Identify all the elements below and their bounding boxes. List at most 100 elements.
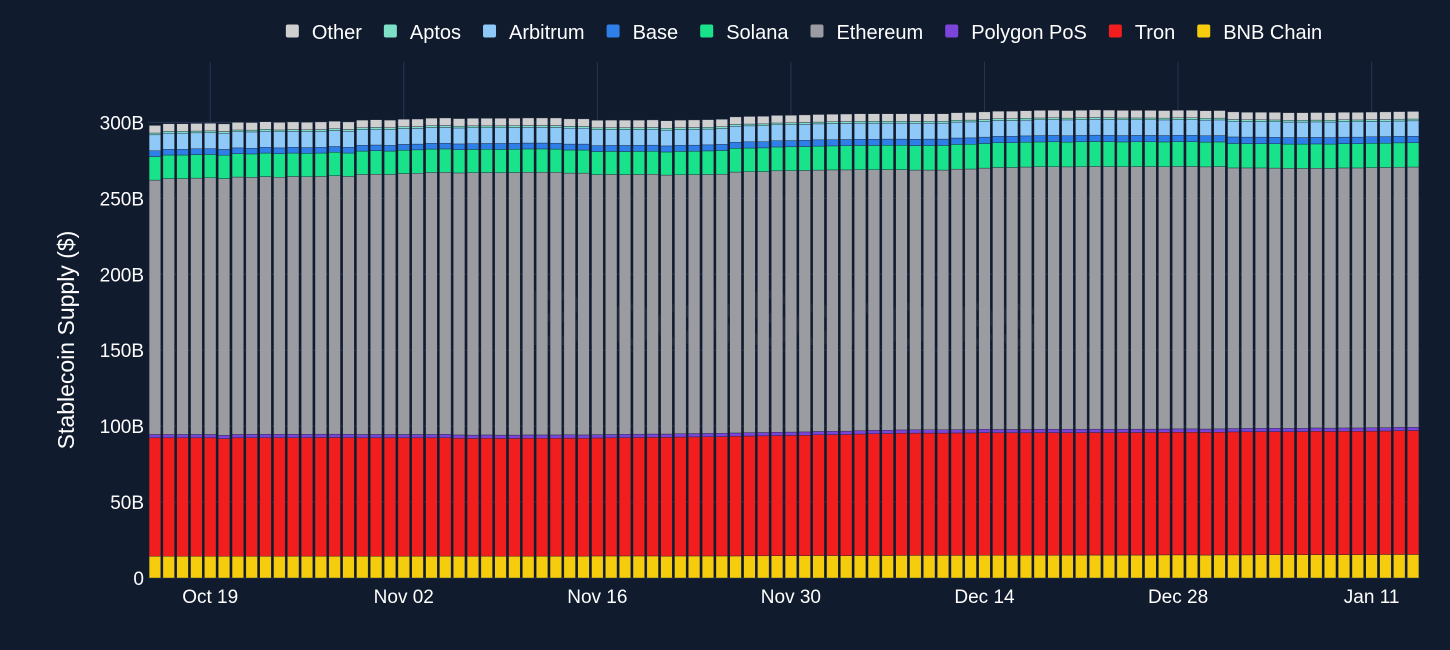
bar-segment-aptos <box>577 126 590 129</box>
bar-segment-aptos <box>1047 117 1060 120</box>
bar-segment-other <box>1407 111 1420 120</box>
bar-segment-solana <box>660 151 673 176</box>
y-tick-label: 50B <box>110 493 144 514</box>
bar-segment-polygon-pos <box>1337 427 1350 432</box>
bar-segment-aptos <box>1254 119 1267 122</box>
legend-item-arbitrum[interactable]: Arbitrum <box>483 22 585 44</box>
bar-segment-ethereum <box>1006 167 1019 430</box>
bar-segment-base <box>771 140 784 148</box>
bar-segment-bnb-chain <box>632 555 645 579</box>
bar-segment-solana <box>1407 142 1420 168</box>
bar-segment-aptos <box>715 126 728 129</box>
bar-segment-bnb-chain <box>784 555 797 579</box>
bar-stack <box>383 119 396 579</box>
legend-item-tron[interactable]: Tron <box>1108 22 1175 44</box>
bar-segment-polygon-pos <box>1185 428 1198 433</box>
bar-segment-bnb-chain <box>190 556 203 579</box>
bar-segment-aptos <box>1185 117 1198 120</box>
bar-segment-aptos <box>439 125 452 128</box>
bar-segment-arbitrum <box>328 130 341 147</box>
bar-segment-ethereum <box>923 169 936 430</box>
legend[interactable]: Other Aptos Arbitrum Base Solana Ethereum Poly… <box>285 22 1322 44</box>
bar-segment-tron <box>162 437 175 557</box>
bar-segment-solana <box>1144 141 1157 167</box>
bar-segment-other <box>1227 111 1240 120</box>
bar-segment-aptos <box>936 121 950 124</box>
legend-item-ethereum[interactable]: Ethereum <box>810 22 923 44</box>
bar-segment-bnb-chain <box>522 555 535 579</box>
bar-segment-tron <box>909 432 922 556</box>
bar-segment-ethereum <box>480 172 493 436</box>
bar-segment-bnb-chain <box>605 555 618 579</box>
bar-stack <box>508 117 521 579</box>
bar-segment-bnb-chain <box>950 555 963 579</box>
bar-segment-bnb-chain <box>646 555 659 579</box>
bar-segment-arbitrum <box>950 121 963 139</box>
bar-segment-ethereum <box>439 172 452 435</box>
bar-segment-bnb-chain <box>1254 554 1267 579</box>
legend-label: BNB Chain <box>1223 22 1322 44</box>
bar-segment-ethereum <box>812 169 825 432</box>
bar-segment-polygon-pos <box>812 431 825 435</box>
bar-stack <box>1393 111 1406 579</box>
bar-segment-aptos <box>328 128 341 131</box>
bar-segment-polygon-pos <box>909 429 922 434</box>
bar-segment-bnb-chain <box>370 556 383 579</box>
bar-segment-arbitrum <box>1047 119 1060 136</box>
bar-segment-bnb-chain <box>1144 554 1157 579</box>
bar-stack <box>964 112 977 579</box>
legend-item-polygon-pos[interactable]: Polygon PoS <box>945 22 1087 44</box>
bar-segment-arbitrum <box>273 131 286 149</box>
bar-segment-base <box>1296 137 1309 145</box>
bar-segment-solana <box>1130 141 1143 167</box>
bar-segment-solana <box>162 154 175 179</box>
bar-stack <box>356 119 369 579</box>
bar-segment-tron <box>605 437 618 557</box>
bar-segment-solana <box>397 149 410 174</box>
bar-segment-tron <box>1365 430 1378 555</box>
bar-segment-solana <box>881 145 894 170</box>
bar-stack <box>494 118 507 579</box>
legend-item-other[interactable]: Other <box>285 22 362 44</box>
legend-item-solana[interactable]: Solana <box>700 22 789 44</box>
bar-segment-polygon-pos <box>854 430 867 435</box>
bar-segment-bnb-chain <box>162 556 175 579</box>
bar-segment-base <box>328 146 341 153</box>
bar-segment-base <box>453 143 466 150</box>
bar-segment-solana <box>1033 141 1046 167</box>
bar-segment-base <box>591 145 604 152</box>
bar-segment-bnb-chain <box>591 555 604 579</box>
bar-segment-other <box>909 113 922 122</box>
bar-stack <box>314 121 327 579</box>
bar-segment-polygon-pos <box>1282 428 1295 432</box>
bar-segment-tron <box>1019 432 1032 556</box>
bar-segment-arbitrum <box>1144 119 1157 136</box>
bar-segment-tron <box>660 437 673 557</box>
bar-segment-ethereum <box>204 177 217 435</box>
bar-segment-polygon-pos <box>190 434 203 439</box>
bar-segment-arbitrum <box>204 132 217 149</box>
bar-segment-bnb-chain <box>923 555 936 579</box>
bar-segment-arbitrum <box>480 127 493 144</box>
bar-segment-polygon-pos <box>1296 428 1309 432</box>
bar-segment-polygon-pos <box>1407 426 1420 431</box>
bar-segment-bnb-chain <box>453 555 466 579</box>
legend-item-base[interactable]: Base <box>606 22 679 44</box>
bar-segment-solana <box>1158 141 1171 167</box>
bar-stack <box>798 114 811 579</box>
bar-segment-base <box>356 145 369 152</box>
bar-segment-arbitrum <box>439 127 452 144</box>
bar-segment-solana <box>439 148 452 173</box>
legend-item-aptos[interactable]: Aptos <box>383 22 461 44</box>
legend-item-bnb-chain[interactable]: BNB Chain <box>1197 22 1322 44</box>
bar-segment-polygon-pos <box>1365 427 1378 432</box>
bar-segment-base <box>176 149 189 156</box>
bar-segment-other <box>1268 112 1281 121</box>
bar-segment-base <box>950 137 963 145</box>
bar-segment-ethereum <box>757 171 770 433</box>
bar-segment-solana <box>757 147 770 172</box>
bar-segment-bnb-chain <box>1393 554 1406 579</box>
bar-segment-base <box>923 138 936 146</box>
bar-segment-tron <box>1337 431 1350 555</box>
bar-segment-bnb-chain <box>536 555 549 579</box>
